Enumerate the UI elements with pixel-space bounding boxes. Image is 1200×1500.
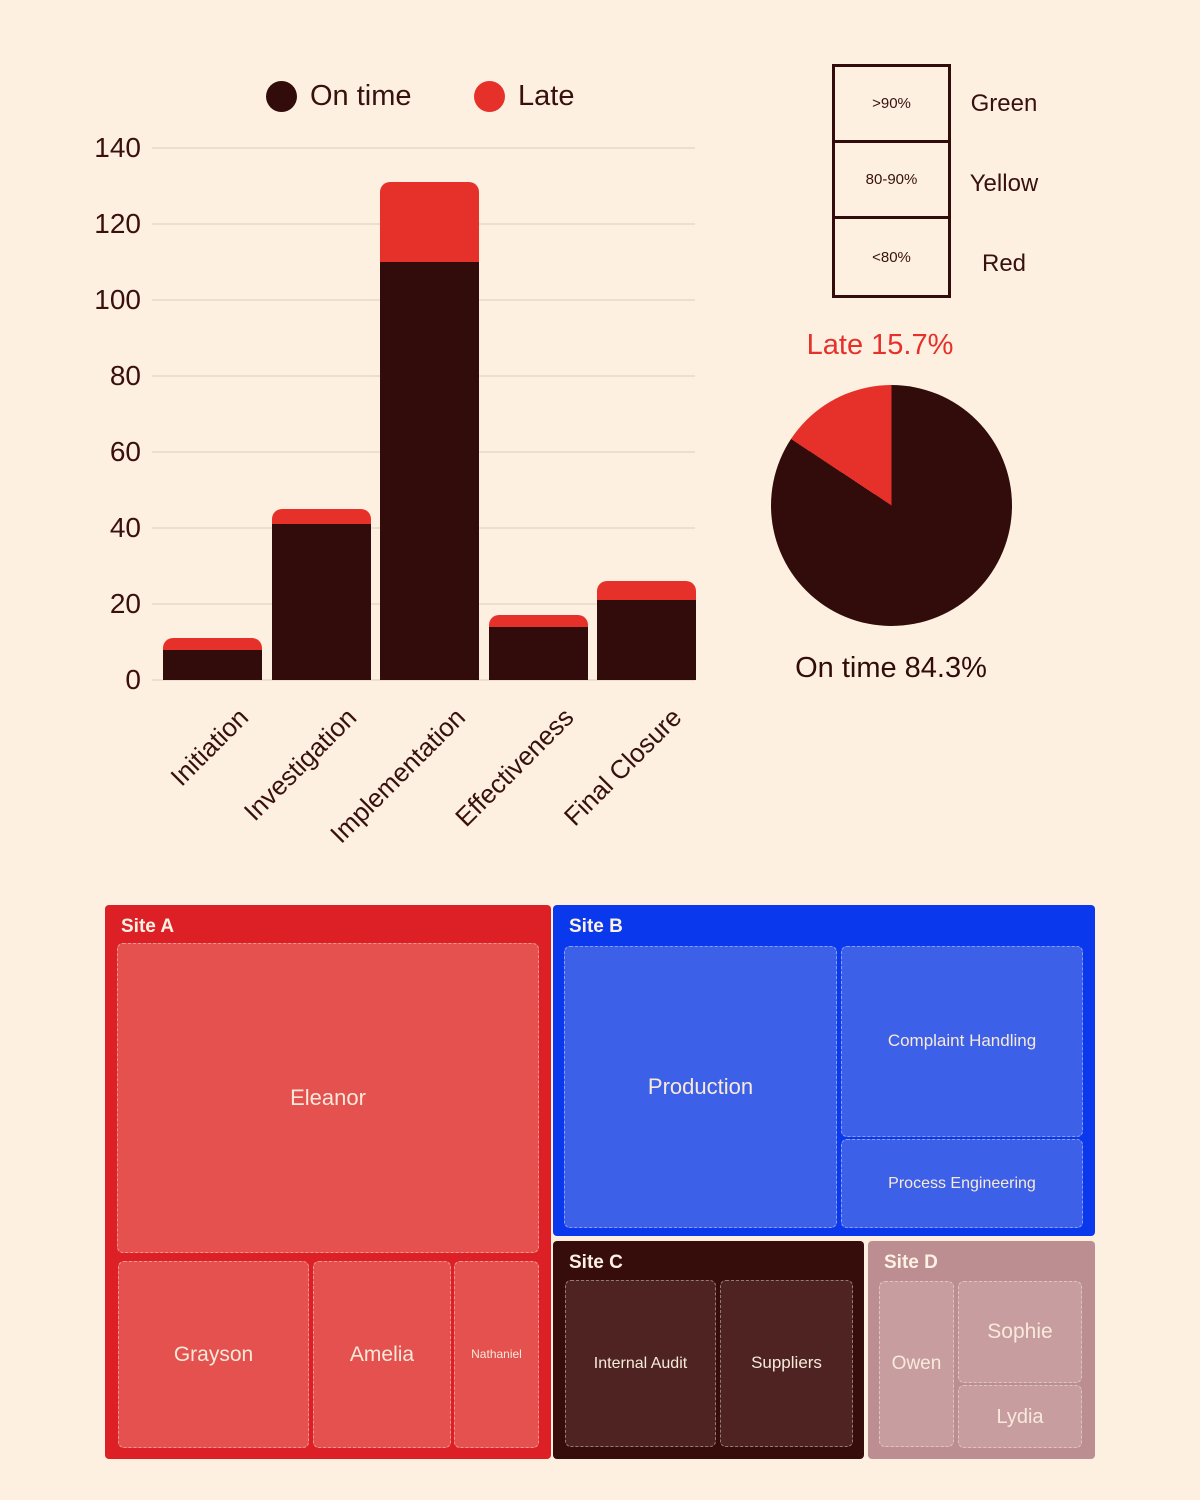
pie-on-time-label: On time 84.3% xyxy=(795,652,987,684)
bar-implementation-on-time-segment xyxy=(380,261,479,680)
key-label-yellow: Yellow xyxy=(969,170,1039,197)
treemap-tile-lydia: Lydia xyxy=(958,1385,1082,1448)
y-axis-tick-60: 60 xyxy=(109,436,141,467)
bar-implementation-late-segment xyxy=(380,182,479,262)
treemap-tile-eleanor: Eleanor xyxy=(117,943,539,1253)
treemap-site-c-title: Site C xyxy=(569,1252,623,1273)
bar-effectiveness-late-segment xyxy=(488,615,588,627)
late-legend-label: Late xyxy=(518,80,575,112)
pie-late-label: Late 15.7% xyxy=(806,329,954,361)
treemap-site-d-title: Site D xyxy=(884,1252,938,1273)
bar-investigation xyxy=(271,509,371,680)
treemap-tile-internal-audit: Internal Audit xyxy=(565,1280,716,1447)
y-axis-tick-100: 100 xyxy=(94,284,141,315)
key-label-red: Red xyxy=(981,250,1027,277)
bar-investigation-late-segment xyxy=(271,509,371,525)
y-axis-tick-40: 40 xyxy=(109,512,141,543)
y-axis-tick-120: 120 xyxy=(94,208,141,239)
y-axis-tick-0: 0 xyxy=(125,664,141,695)
treemap-tile-grayson: Grayson xyxy=(118,1261,309,1448)
treemap-tile-owen: Owen xyxy=(879,1281,954,1447)
key-label-green: Green xyxy=(970,90,1038,117)
treemap-tile-amelia: Amelia xyxy=(313,1261,451,1448)
treemap-site-d: Site D Owen Sophie Lydia xyxy=(868,1241,1095,1459)
legend-item-on-time: On time xyxy=(266,80,412,113)
treemap-tile-nathaniel: Nathaniel xyxy=(454,1261,539,1448)
treemap-site-b: Site B Production Complaint Handling Proces… xyxy=(553,905,1095,1236)
key-row-green-range: >90% xyxy=(835,67,948,143)
treemap-tile-complaint-handling: Complaint Handling xyxy=(841,946,1083,1137)
y-axis-tick-20: 20 xyxy=(109,588,141,619)
bar-effectiveness-on-time-segment xyxy=(488,626,588,680)
bar-final-closure xyxy=(597,581,696,680)
bar-investigation-on-time-segment xyxy=(271,524,371,680)
bar-initiation xyxy=(163,638,262,680)
treemap-tile-sophie: Sophie xyxy=(958,1281,1082,1383)
pie xyxy=(771,385,1012,626)
gridline-0 xyxy=(152,679,695,681)
treemap-tile-process-engineering: Process Engineering xyxy=(841,1139,1083,1228)
bar-implementation xyxy=(380,182,479,680)
key-row-yellow-range: 80-90% xyxy=(835,143,948,219)
performance-key-table: >90% 80-90% <80% xyxy=(832,64,951,298)
y-axis-tick-140: 140 xyxy=(94,132,141,163)
treemap-tile-production: Production xyxy=(564,946,837,1228)
bar-initiation-late-segment xyxy=(163,638,262,650)
treemap-site-b-title: Site B xyxy=(569,916,623,937)
bar-initiation-on-time-segment xyxy=(163,649,262,680)
treemap-site-a-title: Site A xyxy=(121,916,175,937)
bar-final-closure-late-segment xyxy=(597,581,696,601)
legend-item-late: Late xyxy=(474,80,574,113)
bar-effectiveness xyxy=(488,615,588,680)
x-axis-label-initiation: Initiation xyxy=(164,702,254,792)
on-time-legend-label: On time xyxy=(310,80,412,112)
gridline-140 xyxy=(152,147,695,149)
treemap-site-a: Site A Eleanor Grayson Amelia Nathaniel xyxy=(105,905,551,1459)
treemap-site-c: Site C Internal Audit Suppliers xyxy=(553,1241,864,1459)
late-legend-dot-icon xyxy=(474,81,505,112)
bar-final-closure-on-time-segment xyxy=(597,600,696,680)
on-time-legend-dot-icon xyxy=(266,81,297,112)
key-row-red-range: <80% xyxy=(872,248,911,266)
treemap-tile-suppliers: Suppliers xyxy=(720,1280,853,1447)
y-axis-tick-80: 80 xyxy=(109,360,141,391)
